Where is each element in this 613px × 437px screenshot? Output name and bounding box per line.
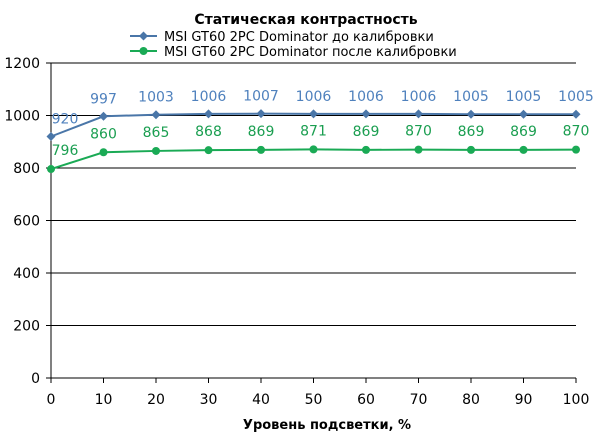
data-point [99, 111, 108, 121]
data-point [519, 109, 528, 119]
data-point [151, 110, 161, 120]
x-tick-label: 40 [252, 392, 270, 408]
data-point [46, 132, 56, 141]
series [46, 109, 581, 174]
data-label: 920 [52, 112, 79, 128]
data-label: 997 [90, 91, 117, 107]
data-label: 870 [563, 124, 590, 140]
data-label: 1003 [138, 90, 174, 106]
y-tick-labels: 0 200 400 600 800 1000 1200 [4, 56, 40, 387]
data-label: 868 [195, 124, 222, 140]
data-point [466, 109, 476, 119]
x-tick-label: 100 [563, 392, 590, 408]
data-label: 865 [143, 125, 170, 141]
data-point [571, 109, 581, 119]
data-point [572, 145, 580, 154]
data-label: 796 [52, 143, 79, 159]
x-tick-label: 50 [305, 392, 323, 408]
data-label: 1006 [296, 89, 332, 105]
data-point [414, 145, 423, 154]
data-point [309, 109, 318, 119]
y-tick-label: 1200 [4, 56, 40, 72]
legend: MSI GT60 2PC Dominator до калибровкиMSI … [130, 30, 457, 60]
data-labels: 920 997 1003 1006 1007 1006 1006 1006 1005 1005 10… [52, 89, 594, 159]
data-label: 860 [90, 126, 117, 142]
y-tick-label: 400 [13, 266, 40, 282]
data-point [256, 109, 266, 119]
legend-entry: MSI GT60 2PC Dominator до калибровки [164, 30, 434, 45]
legend-entry: MSI GT60 2PC Dominator после калибровки [164, 45, 457, 60]
data-label: 1006 [191, 89, 227, 105]
y-tick-label: 800 [13, 161, 40, 177]
data-point [519, 145, 528, 154]
y-tick-label: 1000 [4, 109, 40, 125]
legend-marker [139, 31, 148, 41]
data-label: 1005 [453, 89, 489, 105]
x-tick-label: 10 [95, 392, 113, 408]
x-tick-labels: 0 10 20 30 40 50 60 70 80 90 100 [47, 392, 590, 408]
axes [46, 62, 577, 383]
data-label: 1006 [348, 89, 384, 105]
x-tick-label: 0 [47, 392, 56, 408]
data-label: 869 [458, 124, 485, 140]
data-point [204, 146, 213, 155]
x-tick-label: 70 [410, 392, 428, 408]
x-axis-label: Уровень подсветки, % [243, 418, 411, 433]
data-point [361, 109, 371, 119]
data-label: 1005 [558, 89, 594, 105]
legend-marker [139, 47, 148, 55]
data-label: 870 [405, 124, 432, 140]
y-tick-label: 200 [13, 319, 40, 335]
data-point [414, 109, 423, 119]
data-label: 1007 [243, 89, 279, 105]
y-tick-label: 600 [13, 214, 40, 230]
data-point [309, 145, 318, 154]
x-tick-label: 80 [462, 392, 480, 408]
data-point [257, 145, 265, 154]
data-label: 869 [248, 124, 275, 140]
data-label: 1005 [506, 89, 542, 105]
data-point [204, 109, 213, 119]
chart-title: Статическая контрастность [194, 12, 417, 28]
x-tick-label: 30 [200, 392, 218, 408]
data-label: 869 [353, 124, 380, 140]
y-tick-label: 0 [31, 371, 40, 387]
data-label: 869 [510, 124, 537, 140]
data-point [362, 145, 370, 154]
x-tick-label: 20 [147, 392, 165, 408]
data-point [467, 145, 475, 154]
data-point [152, 146, 160, 155]
x-tick-label: 90 [515, 392, 533, 408]
data-point [47, 165, 55, 174]
data-label: 1006 [401, 89, 437, 105]
data-point [99, 148, 108, 157]
data-label: 871 [300, 123, 327, 139]
x-tick-label: 60 [357, 392, 375, 408]
